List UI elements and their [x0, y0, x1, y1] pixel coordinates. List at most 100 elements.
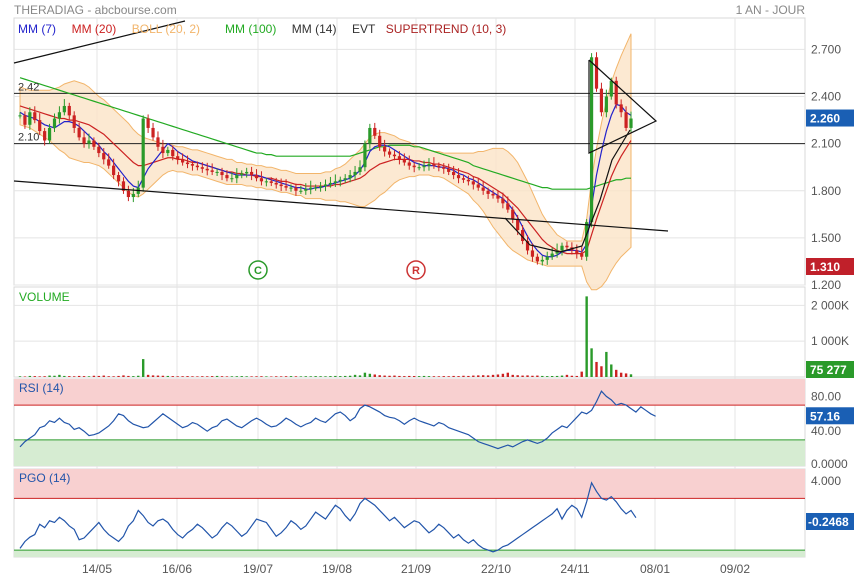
candle-body [422, 165, 426, 168]
rsi-tick-label: 0.0000 [811, 457, 848, 471]
volume-bar [496, 374, 500, 377]
pgo-line [19, 481, 637, 553]
candle-body [200, 167, 204, 169]
volume-bar [516, 375, 519, 377]
volume-bar [294, 376, 298, 377]
volume-bar [132, 376, 135, 377]
volume-bar [166, 375, 170, 377]
candle-body [181, 159, 185, 163]
volume-bar [250, 376, 253, 377]
candle-body [619, 104, 623, 113]
candle-body [254, 175, 259, 179]
volume-bar [260, 376, 263, 377]
volume-bar [87, 376, 91, 377]
candles [18, 52, 633, 266]
volume-bar [102, 375, 105, 377]
volume-bar [58, 374, 61, 377]
candle-body [442, 167, 446, 169]
volume-bar [186, 376, 189, 377]
volume-bar [151, 375, 155, 377]
volume-bar [541, 375, 544, 377]
volume-bar [53, 375, 56, 377]
volume-bar [575, 375, 578, 377]
pgo-lower-zone [14, 550, 805, 557]
volume-bar [595, 361, 598, 377]
candle-body [259, 178, 264, 182]
candle-body [299, 190, 303, 192]
candle-body [195, 165, 199, 168]
price-tick-label: 1.800 [811, 184, 841, 198]
price-tick-label: 1.200 [811, 278, 841, 292]
candle-body [210, 170, 214, 172]
legend-item: MM (100) [225, 22, 276, 36]
candle-body [392, 154, 397, 157]
candle-body [530, 250, 535, 257]
candle-body [126, 190, 131, 198]
volume-bar [624, 373, 628, 377]
volume-bar [141, 359, 145, 377]
candle-body [585, 222, 589, 257]
volume-bar [38, 376, 41, 377]
volume-panel-title: VOLUME [19, 290, 70, 304]
candle-body [348, 175, 352, 179]
candle-body [565, 245, 569, 248]
candle-body [52, 118, 57, 128]
x-tick-label: 19/08 [322, 562, 352, 576]
pgo-upper-zone [14, 469, 805, 499]
volume-bar [570, 375, 574, 377]
rsi-panel-title: RSI (14) [19, 381, 64, 395]
labels: 14/05 16/06 19/07 19/08 21/09 22/10 24/11 08/01… [18, 22, 854, 576]
period-label[interactable]: 1 AN - JOUR [735, 3, 805, 17]
candle-body [540, 259, 544, 262]
candle-body [323, 184, 328, 187]
volume-bar [378, 375, 381, 377]
panel-frame-vol [13, 286, 806, 378]
candle-body [437, 165, 441, 168]
rsi-badge-text: 57.16 [810, 409, 840, 423]
price-tick-label: 2.700 [811, 42, 841, 56]
volume-bar [526, 375, 529, 377]
volume-bar [220, 376, 224, 377]
volume-bar [432, 376, 436, 377]
candle-body [383, 146, 387, 152]
page-title: THERADIAG - abcbourse.com [14, 3, 177, 17]
candle-body [205, 168, 209, 171]
volume-bar [447, 376, 450, 377]
x-tick-label: 21/09 [401, 562, 431, 576]
candle-body [525, 241, 530, 251]
candle-body [560, 245, 564, 251]
volume-bar [610, 364, 613, 377]
candle-body [230, 178, 234, 180]
volume-bars [18, 296, 633, 377]
volume-bar [412, 375, 416, 377]
volume-bar [339, 376, 342, 377]
candle-body [215, 171, 219, 173]
event-marker-r[interactable] [406, 260, 426, 280]
volume-bar [605, 351, 608, 377]
candle-body [580, 253, 584, 257]
pgo-tick-label: 4.000 [811, 474, 841, 488]
candle-body [185, 162, 190, 165]
level-label: 2.42 [18, 81, 39, 93]
volume-bar [43, 376, 46, 377]
x-tick-label: 14/05 [82, 562, 112, 576]
volume-bar [265, 376, 268, 377]
trend-line-lower [13, 180, 669, 232]
candle-body [407, 162, 411, 166]
candle-body [589, 57, 594, 223]
volume-bar [314, 376, 317, 377]
candle-body [604, 96, 608, 113]
volume-bar [629, 374, 633, 377]
candle-body [318, 186, 323, 188]
volume-bar [491, 374, 495, 377]
volume-bar [206, 376, 209, 377]
pgo-badge [806, 513, 854, 530]
candle-body [294, 187, 298, 191]
candle-body [146, 118, 150, 128]
event-marker-c[interactable] [248, 260, 268, 280]
candle-body [156, 137, 160, 147]
candle-body [535, 256, 539, 262]
candle-body [225, 175, 229, 179]
legend-item: BOLL (20, 2) [132, 22, 200, 36]
candle-body [235, 175, 239, 179]
